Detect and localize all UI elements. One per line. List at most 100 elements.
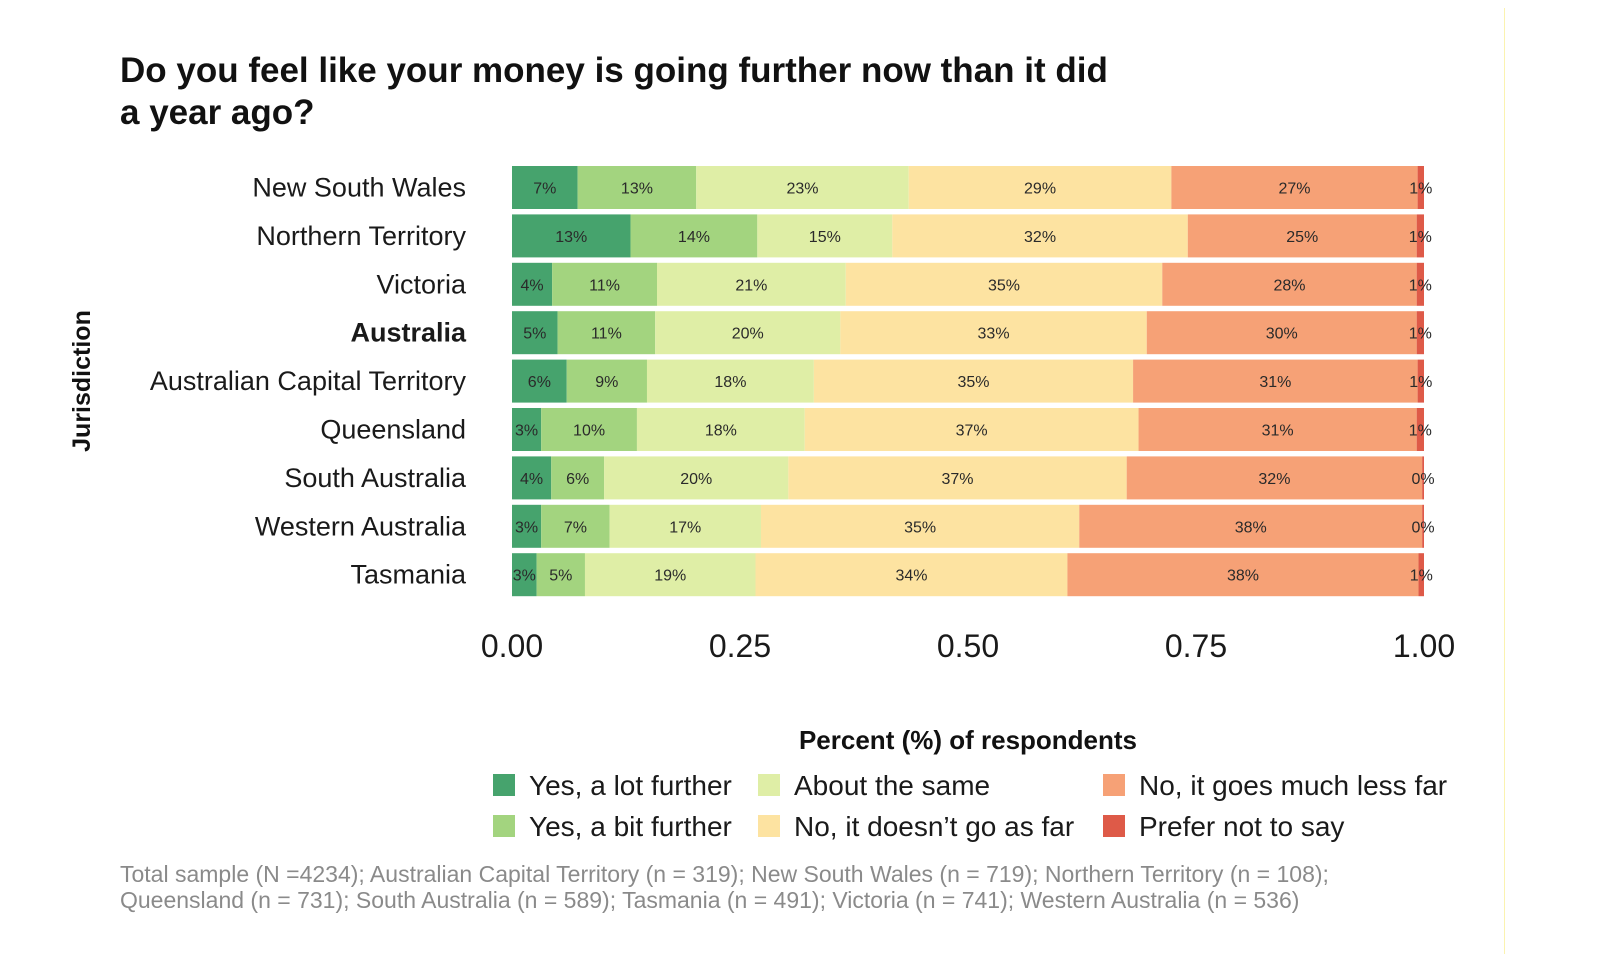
bar-tasmania-about-the-same	[584, 553, 756, 597]
bar-western-australia-yes-a-bit-further	[541, 504, 610, 548]
bar-new-south-wales-prefer-not-to-say	[1417, 166, 1424, 209]
category-label-tasmania: Tasmania	[350, 560, 467, 590]
bar-queensland-no-it-doesn-t-go-as-far	[804, 408, 1139, 451]
bar-western-australia-yes-a-lot-further	[512, 504, 542, 548]
x-tick-label-2: 0.50	[937, 628, 999, 664]
x-tick-label-4: 1.00	[1393, 628, 1455, 664]
bar-western-australia-about-the-same	[609, 504, 761, 548]
data-label-australia-yes-a-bit-further: 11%	[591, 326, 622, 343]
legend-key-yes-a-bit-further	[493, 815, 515, 837]
data-label-victoria-yes-a-bit-further: 11%	[589, 277, 620, 294]
data-label-new-south-wales-about-the-same: 23%	[786, 181, 818, 198]
bar-south-australia-no-it-doesn-t-go-as-far	[788, 456, 1127, 500]
legend-key-no-it-doesn-t-go-as-far	[758, 815, 780, 837]
right-edge-rule	[1504, 8, 1505, 954]
chart-title-line-2: a year ago?	[120, 93, 315, 132]
data-label-new-south-wales-no-it-goes-much-less-far: 27%	[1278, 181, 1310, 198]
data-label-south-australia-about-the-same: 20%	[680, 471, 712, 488]
legend-label-yes-a-lot-further: Yes, a lot further	[529, 770, 732, 801]
bar-northern-territory-yes-a-bit-further	[630, 214, 758, 258]
data-label-australia-no-it-doesn-t-go-as-far: 33%	[978, 326, 1010, 343]
bar-australia-no-it-doesn-t-go-as-far	[840, 311, 1147, 355]
category-label-new-south-wales: New South Wales	[252, 173, 466, 203]
bar-tasmania-prefer-not-to-say	[1418, 553, 1424, 597]
category-label-australia: Australia	[350, 318, 467, 348]
bar-western-australia-no-it-doesn-t-go-as-far	[760, 504, 1080, 548]
y-axis-tick-labels: New South Wales Northern Territory Victori…	[150, 173, 467, 590]
data-label-new-south-wales-yes-a-bit-further: 13%	[621, 181, 653, 198]
data-label-northern-territory-yes-a-lot-further: 13%	[555, 229, 587, 246]
data-label-western-australia-no-it-goes-much-less-far: 38%	[1235, 519, 1267, 536]
x-tick-label-1: 0.25	[709, 628, 771, 664]
data-label-western-australia-no-it-doesn-t-go-as-far: 35%	[904, 519, 936, 536]
bar-tasmania-yes-a-bit-further	[536, 553, 585, 597]
data-label-tasmania-yes-a-bit-further: 5%	[549, 568, 572, 585]
bar-northern-territory-no-it-doesn-t-go-as-far	[892, 214, 1188, 258]
data-label-south-australia-no-it-goes-much-less-far: 32%	[1258, 471, 1290, 488]
bar-tasmania-yes-a-lot-further	[512, 553, 537, 597]
bars	[512, 166, 1424, 597]
data-label-queensland-yes-a-lot-further: 3%	[515, 423, 538, 440]
category-label-victoria: Victoria	[376, 269, 467, 299]
category-label-australian-capital-territory: Australian Capital Territory	[150, 366, 467, 396]
legend-key-no-it-goes-much-less-far	[1103, 774, 1125, 796]
bar-tasmania-no-it-doesn-t-go-as-far	[755, 553, 1068, 597]
data-label-tasmania-no-it-goes-much-less-far: 38%	[1227, 568, 1259, 585]
data-label-western-australia-yes-a-lot-further: 3%	[515, 519, 538, 536]
data-label-tasmania-yes-a-lot-further: 3%	[513, 568, 536, 585]
bar-western-australia-no-it-goes-much-less-far	[1079, 504, 1423, 548]
data-label-australian-capital-territory-prefer-not-to-say: 1%	[1409, 374, 1432, 391]
data-label-queensland-no-it-doesn-t-go-as-far: 37%	[956, 423, 988, 440]
legend-label-about-the-same: About the same	[794, 770, 990, 801]
bar-new-south-wales-yes-a-lot-further	[512, 166, 578, 209]
bar-northern-territory-no-it-goes-much-less-far	[1187, 214, 1417, 258]
category-label-northern-territory: Northern Territory	[256, 221, 466, 251]
data-label-australia-about-the-same: 20%	[732, 326, 764, 343]
bar-new-south-wales-about-the-same	[696, 166, 909, 209]
data-label-australian-capital-territory-about-the-same: 18%	[714, 374, 746, 391]
bar-australia-yes-a-lot-further	[512, 311, 558, 355]
data-label-northern-territory-prefer-not-to-say: 1%	[1409, 229, 1432, 246]
bar-victoria-about-the-same	[657, 262, 846, 306]
legend-label-no-it-goes-much-less-far: No, it goes much less far	[1139, 770, 1447, 801]
bar-australian-capital-territory-no-it-doesn-t-go-as-far	[813, 359, 1134, 403]
data-label-northern-territory-no-it-goes-much-less-far: 25%	[1286, 229, 1318, 246]
y-axis-title: Jurisdiction	[68, 310, 96, 452]
data-label-south-australia-no-it-doesn-t-go-as-far: 37%	[941, 471, 973, 488]
bar-australian-capital-territory-prefer-not-to-say	[1417, 359, 1424, 403]
x-axis-title-group: Percent (%) of respondents	[799, 725, 1137, 755]
x-tick-label-0: 0.00	[481, 628, 543, 664]
data-label-tasmania-no-it-doesn-t-go-as-far: 34%	[895, 568, 927, 585]
bar-queensland-about-the-same	[636, 408, 805, 451]
data-label-australian-capital-territory-yes-a-bit-further: 9%	[595, 374, 618, 391]
data-label-victoria-no-it-goes-much-less-far: 28%	[1273, 277, 1305, 294]
data-label-queensland-prefer-not-to-say: 1%	[1409, 423, 1432, 440]
bar-queensland-yes-a-bit-further	[541, 408, 637, 451]
legend-label-yes-a-bit-further: Yes, a bit further	[529, 811, 732, 842]
chart-title: Do you feel like your money is going fur…	[120, 51, 1108, 132]
data-label-tasmania-prefer-not-to-say: 1%	[1410, 568, 1433, 585]
x-axis-title: Percent (%) of respondents	[799, 725, 1137, 755]
data-label-victoria-yes-a-lot-further: 4%	[521, 277, 544, 294]
bar-australia-no-it-goes-much-less-far	[1146, 311, 1417, 355]
bar-western-australia-prefer-not-to-say	[1422, 504, 1424, 548]
data-label-australian-capital-territory-yes-a-lot-further: 6%	[528, 374, 551, 391]
bar-new-south-wales-no-it-goes-much-less-far	[1171, 166, 1418, 209]
data-label-queensland-yes-a-bit-further: 10%	[573, 423, 605, 440]
bar-queensland-prefer-not-to-say	[1416, 408, 1424, 451]
legend-key-about-the-same	[758, 774, 780, 796]
data-label-south-australia-yes-a-bit-further: 6%	[566, 471, 589, 488]
bar-northern-territory-yes-a-lot-further	[512, 214, 631, 258]
x-axis-tick-labels: 0.00 0.25 0.50 0.75 1.00	[481, 628, 1455, 664]
legend-label-no-it-doesn-t-go-as-far: No, it doesn’t go as far	[794, 811, 1074, 842]
bar-victoria-prefer-not-to-say	[1416, 262, 1424, 306]
legend-key-prefer-not-to-say	[1103, 815, 1125, 837]
bar-australian-capital-territory-yes-a-lot-further	[512, 359, 567, 403]
bar-tasmania-no-it-goes-much-less-far	[1067, 553, 1419, 597]
data-label-western-australia-yes-a-bit-further: 7%	[564, 519, 587, 536]
bar-queensland-no-it-goes-much-less-far	[1138, 408, 1417, 451]
legend-label-prefer-not-to-say: Prefer not to say	[1139, 811, 1344, 842]
data-labels: 7% 13% 23% 29% 27% 1% 13% 14% 15% 32% 25% 1% 4% 11% 21…	[513, 181, 1435, 585]
data-label-northern-territory-about-the-same: 15%	[809, 229, 841, 246]
